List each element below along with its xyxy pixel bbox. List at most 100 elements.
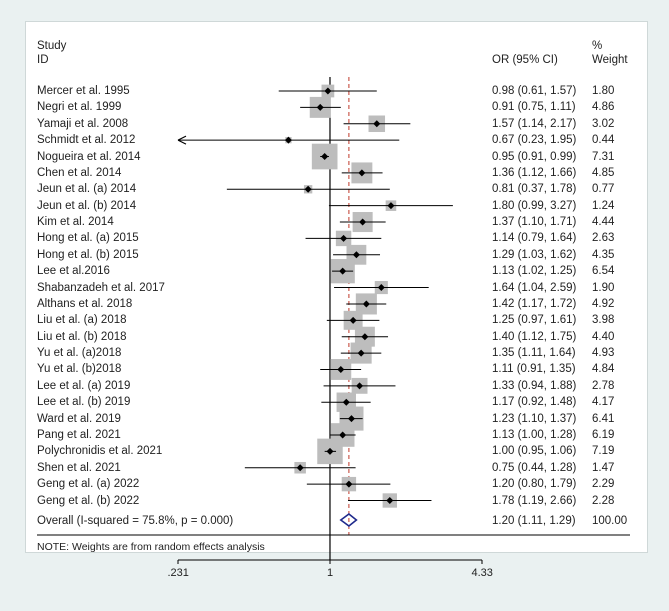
study-name: Shabanzadeh et al. 2017 <box>37 281 165 294</box>
point-estimate-marker <box>304 185 312 193</box>
study-estimate: 1.13 (1.00, 1.28) <box>492 428 577 441</box>
study-name: Polychronidis et al. 2021 <box>37 445 163 458</box>
point-estimate-marker <box>339 267 347 275</box>
point-estimate-marker <box>358 169 366 177</box>
study-weight: 1.80 <box>592 85 615 97</box>
point-estimate-marker <box>359 218 367 226</box>
study-name: Jeun et al. (a) 2014 <box>37 183 137 196</box>
study-estimate: 1.29 (1.03, 1.62) <box>492 248 577 261</box>
point-estimate-marker <box>386 497 394 504</box>
study-name: Yamaji et al. 2008 <box>37 117 129 130</box>
point-estimate-marker <box>387 202 395 210</box>
study-estimate: 1.37 (1.10, 1.71) <box>492 216 577 229</box>
point-estimate-marker <box>296 464 304 472</box>
study-weight: 4.93 <box>592 347 615 360</box>
study-header-line1: Study <box>37 40 67 52</box>
study-name: Hong et al. (a) 2015 <box>37 232 139 245</box>
study-weight: 2.63 <box>592 232 615 245</box>
study-weight: 4.44 <box>592 216 615 229</box>
study-name: Schmidt et al. 2012 <box>37 134 136 147</box>
study-weight: 2.28 <box>592 494 615 507</box>
weight-header-line1: % <box>592 40 603 52</box>
study-estimate: 1.17 (0.92, 1.48) <box>492 396 577 409</box>
study-name: Kim et al. 2014 <box>37 216 114 229</box>
study-estimate: 0.81 (0.37, 1.78) <box>492 183 577 196</box>
study-name: Chen et al. 2014 <box>37 166 122 179</box>
study-estimate: 1.14 (0.79, 1.64) <box>492 232 577 245</box>
study-name: Lee et al. (b) 2019 <box>37 396 131 409</box>
study-estimate: 1.25 (0.97, 1.61) <box>492 314 577 327</box>
study-estimate: 0.91 (0.75, 1.11) <box>492 101 576 114</box>
study-estimate: 1.33 (0.94, 1.88) <box>492 379 577 392</box>
overall-weight: 100.00 <box>592 515 628 527</box>
weight-header-line2: Weight <box>592 54 628 66</box>
study-name: Hong et al. (b) 2015 <box>37 248 139 261</box>
x-tick-label: 1 <box>326 567 334 579</box>
study-weight: 6.41 <box>592 412 615 425</box>
weights-note: NOTE: Weights are from random effects an… <box>37 541 265 553</box>
study-weight: 1.47 <box>592 461 615 474</box>
study-weight: 4.84 <box>592 363 615 376</box>
study-weight: 3.98 <box>592 314 615 327</box>
study-weight: 6.54 <box>592 265 615 278</box>
estimate-header: OR (95% CI) <box>492 54 558 66</box>
study-name: Ward et al. 2019 <box>37 412 121 425</box>
point-estimate-marker <box>340 234 348 242</box>
study-weight: 0.77 <box>592 183 615 196</box>
plot-panel <box>25 21 648 553</box>
point-estimate-marker <box>356 382 364 390</box>
study-weight: 4.92 <box>592 297 615 310</box>
point-estimate-marker <box>361 333 369 341</box>
study-name: Liu et al. (b) 2018 <box>37 330 127 343</box>
study-estimate: 1.80 (0.99, 3.27) <box>492 199 577 212</box>
point-estimate-marker <box>321 153 329 161</box>
study-weight: 2.78 <box>592 379 615 392</box>
study-estimate: 1.40 (1.12, 1.75) <box>492 330 577 343</box>
study-estimate: 1.42 (1.17, 1.72) <box>492 297 577 310</box>
study-weight: 1.90 <box>592 281 615 294</box>
study-name: Shen et al. 2021 <box>37 461 121 474</box>
study-weight: 4.17 <box>592 396 615 409</box>
study-weight: 7.31 <box>592 150 615 163</box>
study-estimate: 1.13 (1.02, 1.25) <box>492 265 577 278</box>
study-name: Jeun et al. (b) 2014 <box>37 199 137 212</box>
study-estimate: 1.35 (1.11, 1.64) <box>492 347 576 360</box>
study-estimate: 1.11 (0.91, 1.35) <box>492 363 576 376</box>
study-weight: 4.40 <box>592 330 615 343</box>
point-estimate-marker <box>347 415 355 423</box>
study-estimate: 0.98 (0.61, 1.57) <box>492 85 577 97</box>
point-estimate-marker <box>349 316 357 324</box>
point-estimate-marker <box>316 103 324 111</box>
study-name: Pang et al. 2021 <box>37 428 121 441</box>
study-name: Negri et al. 1999 <box>37 101 122 114</box>
point-estimate-marker <box>377 284 385 292</box>
x-tick-label: 4.33 <box>471 567 493 579</box>
overall-estimate: 1.20 (1.11, 1.29) <box>492 515 576 527</box>
study-estimate: 1.64 (1.04, 2.59) <box>492 281 577 294</box>
study-name: Lee et al.2016 <box>37 265 110 278</box>
study-weight: 3.02 <box>592 117 615 130</box>
point-estimate-marker <box>352 251 360 259</box>
study-name: Yu et al. (b)2018 <box>37 363 122 376</box>
study-name: Yu et al. (a)2018 <box>37 347 122 360</box>
study-estimate: 1.23 (1.10, 1.37) <box>492 412 577 425</box>
study-name: Geng et al. (b) 2022 <box>37 494 140 507</box>
overall-diamond <box>339 512 358 528</box>
point-estimate-marker <box>339 431 347 439</box>
point-estimate-marker <box>357 349 365 357</box>
point-estimate-marker <box>337 365 345 373</box>
study-name: Mercer et al. 1995 <box>37 85 130 97</box>
study-name: Nogueira et al. 2014 <box>37 150 141 163</box>
study-name: Liu et al. (a) 2018 <box>37 314 127 327</box>
overall-label: Overall (I-squared = 75.8%, p = 0.000) <box>37 515 234 527</box>
study-name: Geng et al. (a) 2022 <box>37 478 140 491</box>
point-estimate-marker <box>373 120 381 128</box>
ci-arrow-left <box>177 135 187 145</box>
study-estimate: 1.78 (1.19, 2.66) <box>492 494 577 507</box>
study-weight: 0.44 <box>592 134 615 147</box>
study-estimate: 0.95 (0.91, 0.99) <box>492 150 577 163</box>
study-estimate: 0.67 (0.23, 1.95) <box>492 134 577 147</box>
point-estimate-marker <box>284 136 292 144</box>
study-estimate: 1.20 (0.80, 1.79) <box>492 478 577 491</box>
study-estimate: 0.75 (0.44, 1.28) <box>492 461 577 474</box>
